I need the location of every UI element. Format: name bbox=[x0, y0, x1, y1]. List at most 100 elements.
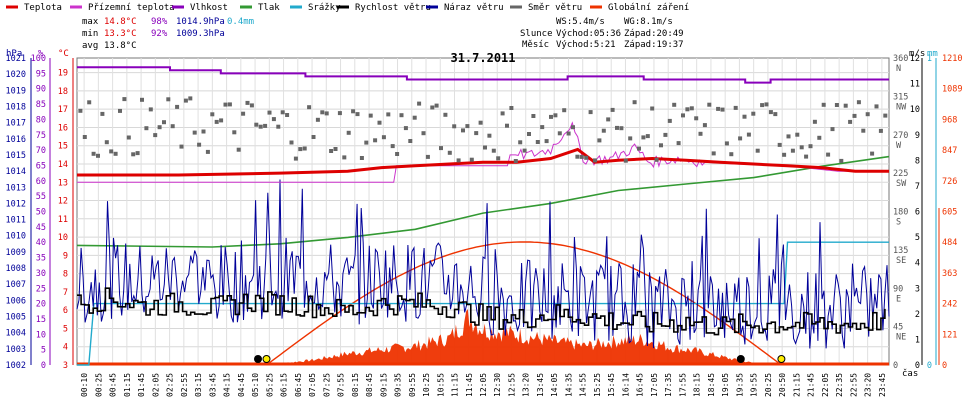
wind-direction-point bbox=[615, 125, 619, 130]
temperature-unit: °C bbox=[58, 49, 69, 59]
wind-direction-point bbox=[579, 154, 584, 159]
press-tick: 1011 bbox=[6, 216, 26, 226]
ws-tick: 7 bbox=[915, 182, 920, 192]
dir-tick: 270 bbox=[893, 131, 908, 141]
wind-direction-point bbox=[654, 157, 659, 162]
hum-tick: 50 bbox=[36, 208, 46, 218]
temp-tick: 14 bbox=[58, 160, 68, 170]
rain-unit: mm bbox=[927, 49, 938, 59]
wind-direction-point bbox=[82, 135, 87, 139]
time-tick: 12:55 bbox=[507, 373, 516, 397]
wind-direction-point bbox=[812, 119, 817, 124]
stat-avg-temp: 13.8°C bbox=[104, 41, 137, 51]
wind-direction-point bbox=[795, 132, 800, 137]
wind-direction-point bbox=[118, 108, 122, 113]
wind-direction-point bbox=[509, 106, 514, 110]
ws-tick: 8 bbox=[915, 156, 920, 166]
press-tick: 1014 bbox=[6, 167, 26, 177]
legend-label: Vlhkost bbox=[190, 3, 228, 13]
wind-direction-point bbox=[153, 133, 158, 138]
wind-direction-point bbox=[623, 158, 628, 163]
wind-direction-point bbox=[557, 131, 562, 136]
hum-tick: 5 bbox=[41, 346, 46, 356]
wind-direction-point bbox=[513, 159, 518, 163]
wind-direction-point bbox=[716, 106, 721, 111]
time-tick: 10:25 bbox=[422, 373, 431, 397]
press-tick: 1009 bbox=[6, 248, 26, 258]
wind-direction-point bbox=[245, 100, 250, 105]
ws-tick: 11 bbox=[910, 80, 920, 90]
legend-vlhkost: Vlhkost bbox=[172, 3, 228, 13]
dir-tick: 90 bbox=[893, 284, 903, 294]
wind-direction-point bbox=[619, 126, 624, 131]
stat-max-rain: 0.4mm bbox=[227, 17, 254, 27]
dir-compass: E bbox=[896, 294, 901, 304]
time-tick: 18:15 bbox=[693, 373, 702, 397]
wind-direction-point bbox=[263, 123, 268, 128]
wind-direction-point bbox=[562, 108, 567, 113]
time-tick: 06:15 bbox=[280, 373, 289, 397]
time-tick: 13:45 bbox=[536, 373, 545, 397]
wind-direction-point bbox=[87, 100, 92, 105]
time-tick: 08:15 bbox=[351, 373, 360, 397]
press-tick: 1002 bbox=[6, 361, 26, 371]
time-tick: 09:35 bbox=[394, 373, 403, 397]
wind-direction-point bbox=[201, 129, 206, 134]
wind-direction-point bbox=[544, 139, 549, 144]
temp-tick: 4 bbox=[63, 343, 68, 353]
dir-compass: S bbox=[896, 218, 901, 228]
wind-direction-point bbox=[632, 100, 637, 105]
time-tick: 07:05 bbox=[308, 373, 317, 397]
dir-tick: 180 bbox=[893, 208, 908, 218]
wind-direction-point bbox=[628, 136, 633, 141]
hum-tick: 90 bbox=[36, 85, 46, 95]
dir-compass: NE bbox=[896, 333, 906, 343]
pressure-unit: hPa bbox=[6, 49, 22, 59]
wind-direction-point bbox=[280, 110, 285, 115]
wind-direction-point bbox=[368, 113, 373, 118]
wind-direction-point bbox=[848, 119, 853, 124]
wind-direction-point bbox=[870, 151, 875, 156]
wind-direction-point bbox=[100, 111, 105, 116]
wind-direction-point bbox=[258, 124, 263, 129]
rad-tick: 1210 bbox=[942, 54, 962, 64]
wind-direction-point bbox=[817, 135, 822, 140]
temp-tick: 3 bbox=[63, 361, 68, 371]
temp-tick: 13 bbox=[58, 178, 68, 188]
wind-direction-point bbox=[289, 140, 294, 145]
time-tick: 23:45 bbox=[878, 373, 887, 397]
wind-direction-point bbox=[131, 152, 136, 157]
time-tick: 02:05 bbox=[151, 373, 160, 397]
time-tick: 11:15 bbox=[451, 373, 460, 397]
time-tick: 05:25 bbox=[265, 373, 274, 397]
wind-direction-point bbox=[478, 120, 483, 125]
wind-direction-point bbox=[337, 111, 342, 116]
hum-tick: 30 bbox=[36, 269, 46, 279]
hum-tick: 40 bbox=[36, 238, 46, 248]
legend-label: Přízemní teplota bbox=[88, 3, 175, 13]
rad-tick: 1089 bbox=[942, 85, 962, 95]
legend-globalni-zareni: Globální záření bbox=[590, 3, 689, 13]
wind-direction-point bbox=[738, 136, 743, 141]
hum-tick: 85 bbox=[36, 100, 46, 110]
wind-direction-point bbox=[491, 148, 496, 153]
time-tick: 21:15 bbox=[792, 373, 801, 397]
dir-tick: 360 bbox=[893, 54, 908, 64]
wind-speed-line bbox=[77, 287, 886, 336]
wind-direction-point bbox=[381, 135, 386, 140]
legend-label: Teplota bbox=[24, 3, 62, 13]
wind-direction-point bbox=[307, 105, 312, 110]
wind-direction-point bbox=[575, 154, 580, 159]
wind-direction-point bbox=[311, 135, 316, 139]
wind-direction-point bbox=[285, 113, 290, 117]
wind-direction-point bbox=[183, 98, 188, 103]
stat-max-press: 1014.9hPa bbox=[176, 17, 225, 27]
wind-direction-point bbox=[456, 158, 461, 163]
wind-direction-point bbox=[610, 107, 615, 112]
wind-direction-point bbox=[865, 112, 870, 117]
temp-tick: 11 bbox=[58, 215, 68, 225]
wind-direction-point bbox=[197, 142, 202, 147]
dir-compass: SW bbox=[896, 179, 907, 189]
wind-direction-point bbox=[786, 134, 791, 139]
